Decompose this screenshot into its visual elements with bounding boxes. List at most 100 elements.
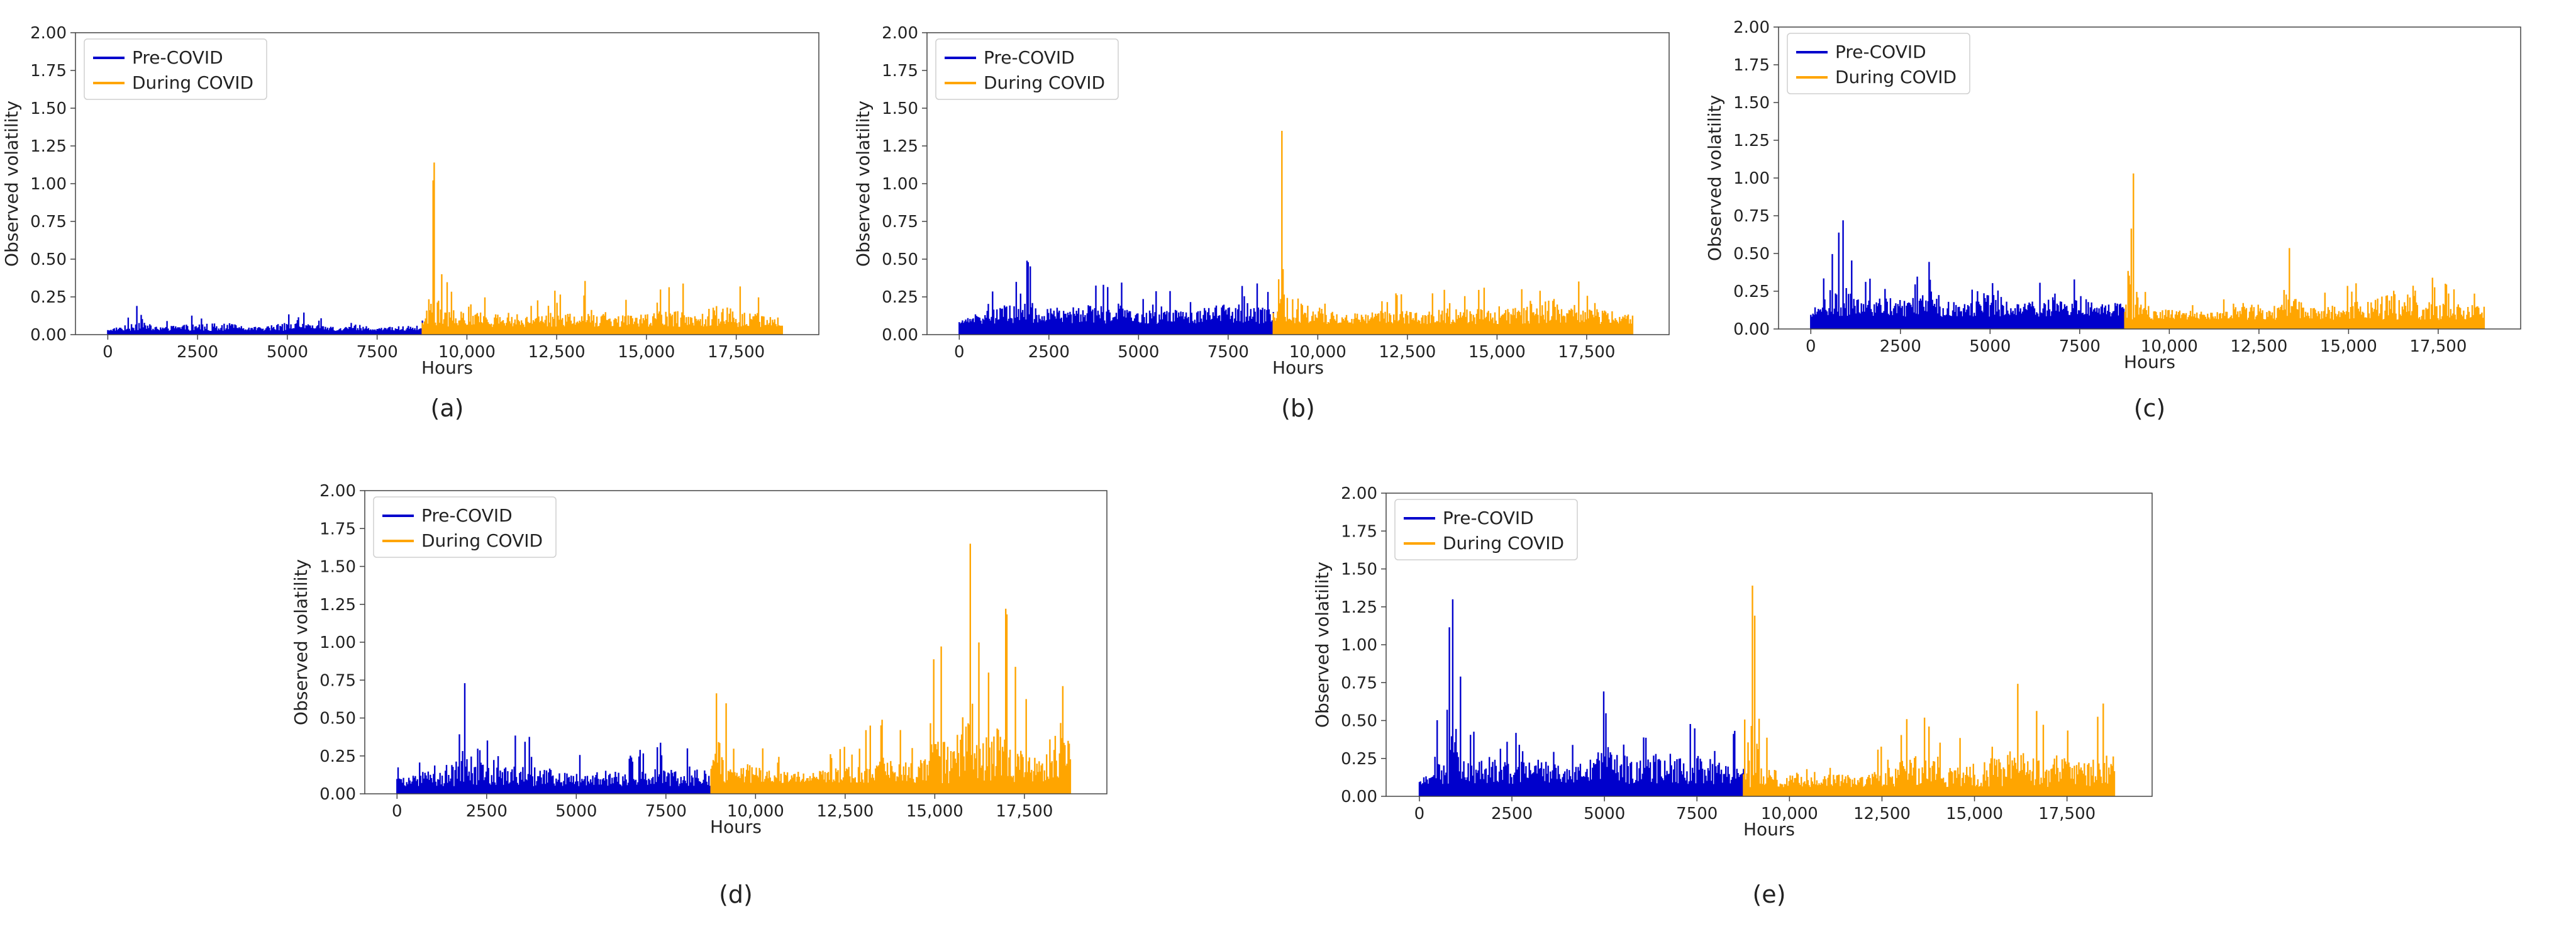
x-tick-label: 2500	[177, 343, 218, 362]
y-axis-label: Observed volatility	[291, 559, 311, 725]
y-tick-label: 0.75	[30, 213, 67, 231]
y-tick-label: 2.00	[319, 482, 356, 501]
x-tick-label: 5000	[555, 802, 597, 821]
y-tick-label: 1.75	[30, 62, 67, 81]
y-tick-label: 1.50	[1341, 560, 1377, 579]
y-tick-label: 1.75	[1733, 56, 1770, 75]
x-axis-label: Hours	[1272, 357, 1324, 378]
x-tick-label: 10,000	[727, 802, 784, 821]
x-tick-label: 2500	[1880, 337, 1921, 356]
y-tick-label: 2.00	[1341, 484, 1377, 503]
y-tick-label: 0.50	[30, 250, 67, 269]
x-tick-label: 10,000	[2141, 337, 2198, 356]
x-tick-label: 0	[1414, 805, 1425, 823]
legend-pre-covid-label: Pre-COVID	[1835, 42, 1926, 62]
legend-during-covid-label: During COVID	[984, 72, 1105, 93]
y-tick-label: 0.75	[319, 671, 356, 690]
during-covid-series-line	[1743, 586, 2116, 796]
legend-during-covid-label: During COVID	[421, 530, 543, 551]
y-tick-label: 1.50	[319, 558, 356, 577]
y-tick-label: 0.00	[1341, 788, 1377, 806]
y-tick-label: 1.00	[30, 175, 67, 194]
y-tick-label: 1.25	[319, 596, 356, 615]
legend-box	[935, 38, 1119, 100]
panel-a: 0.00 0.25 0.50 0.75 1.00 1.25 1.50 1.75 2.00 0 250…	[1, 24, 819, 422]
legend-box	[1394, 499, 1578, 560]
panel-label: (c)	[2134, 394, 2166, 422]
during-covid-series-line	[1272, 131, 1634, 335]
y-tick-label: 0.75	[882, 213, 918, 231]
x-tick-label: 2500	[466, 802, 508, 821]
x-tick-label: 12,500	[2230, 337, 2287, 356]
legend-during-covid-label: During COVID	[132, 72, 253, 93]
y-tick-label: 0.50	[882, 250, 918, 269]
y-tick-label: 2.00	[882, 24, 918, 43]
y-tick-label: 0.75	[1341, 674, 1377, 693]
y-tick-label: 1.50	[882, 99, 918, 118]
y-tick-label: 2.00	[1733, 18, 1770, 37]
y-tick-label: 0.50	[319, 710, 356, 728]
panel-label: (e)	[1752, 881, 1785, 908]
y-tick-label: 0.50	[1733, 245, 1770, 264]
during-covid-series-line	[2124, 173, 2485, 329]
pre-covid-series-line	[958, 260, 1274, 335]
x-tick-label: 12,500	[1379, 343, 1436, 362]
x-tick-label: 7500	[357, 343, 398, 362]
y-tick-label: 2.00	[30, 24, 67, 43]
y-tick-label: 0.00	[1733, 320, 1770, 339]
y-tick-label: 1.25	[1341, 598, 1377, 617]
legend-box	[1787, 33, 1970, 94]
x-axis-label: Hours	[1743, 819, 1795, 840]
y-tick-label: 1.75	[882, 62, 918, 81]
x-tick-label: 7500	[1208, 343, 1249, 362]
y-axis-label: Observed volatility	[1, 101, 22, 267]
x-tick-label: 12,500	[1853, 805, 1911, 823]
y-tick-label: 1.25	[1733, 131, 1770, 150]
panel-c: 0.00 0.25 0.50 0.75 1.00 1.25 1.50 1.75 2.00 0 250…	[1704, 18, 2521, 422]
x-tick-label: 15,000	[2320, 337, 2377, 356]
x-tick-label: 2500	[1491, 805, 1533, 823]
x-tick-label: 10,000	[438, 343, 496, 362]
x-tick-label: 0	[392, 802, 402, 821]
y-tick-label: 0.25	[319, 747, 356, 766]
legend-pre-covid-label: Pre-COVID	[421, 505, 513, 526]
x-tick-label: 17,500	[708, 343, 765, 362]
x-tick-label: 12,500	[528, 343, 586, 362]
during-covid-series-line	[421, 162, 783, 335]
x-tick-label: 7500	[2059, 337, 2101, 356]
panel-label: (d)	[719, 881, 753, 908]
x-tick-label: 7500	[645, 802, 687, 821]
panel-label: (b)	[1281, 394, 1315, 422]
y-tick-label: 0.50	[1341, 712, 1377, 731]
legend-pre-covid-label: Pre-COVID	[1443, 508, 1534, 528]
y-tick-label: 1.50	[30, 99, 67, 118]
panel-d: 0.00 0.25 0.50 0.75 1.00 1.25 1.50 1.75 2.00 0 250…	[291, 482, 1108, 908]
x-tick-label: 5000	[1584, 805, 1625, 823]
during-covid-series-line	[710, 543, 1072, 794]
legend-pre-covid-label: Pre-COVID	[984, 47, 1075, 68]
y-axis-label: Observed volatility	[1312, 562, 1333, 728]
y-tick-label: 0.25	[1733, 282, 1770, 301]
x-tick-label: 0	[954, 343, 965, 362]
x-tick-label: 0	[1806, 337, 1816, 356]
pre-covid-series-line	[1810, 220, 2126, 329]
legend-box	[373, 496, 557, 558]
legend-box	[84, 38, 267, 100]
x-tick-label: 2500	[1028, 343, 1070, 362]
x-tick-label: 15,000	[1946, 805, 2003, 823]
x-axis-label: Hours	[2124, 352, 2175, 372]
y-tick-label: 0.25	[882, 288, 918, 307]
y-tick-label: 0.00	[30, 326, 67, 345]
y-tick-label: 0.00	[882, 326, 918, 345]
pre-covid-series-line	[107, 306, 423, 335]
x-tick-label: 10,000	[1289, 343, 1346, 362]
panel-e: 0.00 0.25 0.50 0.75 1.00 1.25 1.50 1.75 2.00 0 250…	[1312, 484, 2153, 908]
y-axis-label: Observed volatility	[1704, 95, 1725, 261]
x-tick-label: 15,000	[1468, 343, 1526, 362]
x-tick-label: 10,000	[1761, 805, 1818, 823]
legend-pre-covid-label: Pre-COVID	[132, 47, 223, 68]
pre-covid-series-line	[396, 683, 712, 794]
y-tick-label: 1.00	[882, 175, 918, 194]
x-tick-label: 0	[103, 343, 113, 362]
